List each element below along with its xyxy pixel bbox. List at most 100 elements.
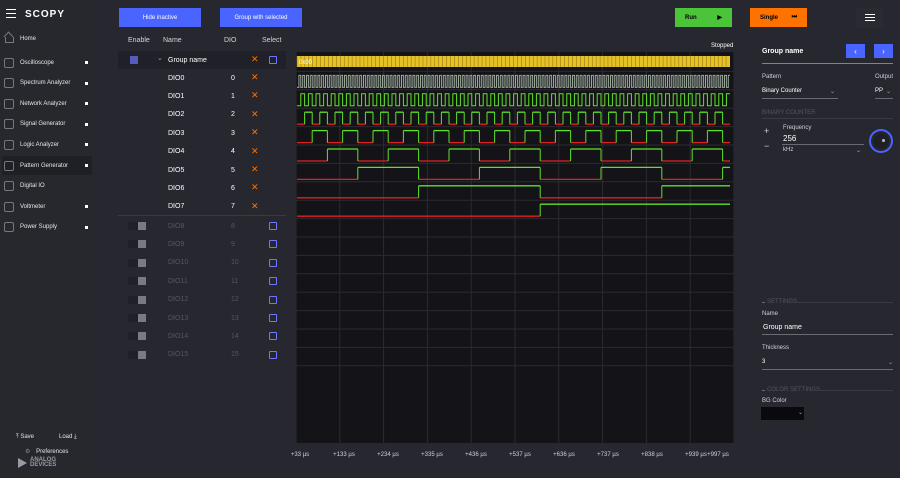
frequency-unit[interactable]: kHz xyxy=(783,147,794,153)
bus-value-label: 0x00 xyxy=(299,60,313,66)
nav-item-spectrum-analyzer[interactable]: Spectrum Analyzer xyxy=(2,74,92,93)
channel-row[interactable]: DIO13 13 xyxy=(118,309,286,327)
nav-item-label: Oscilloscope xyxy=(20,59,55,66)
channel-dio: 9 xyxy=(231,240,235,248)
channel-row[interactable]: DIO12 12 xyxy=(118,291,286,309)
remove-channel-icon[interactable]: ✕ xyxy=(251,127,259,138)
nav-item-pattern-generator[interactable]: Pattern Generator xyxy=(2,156,92,175)
channel-dio: 3 xyxy=(231,129,235,137)
remove-channel-icon[interactable]: ✕ xyxy=(251,164,259,174)
chevron-down-icon: ⌄ xyxy=(856,148,862,154)
load-icon: ⤓ xyxy=(74,434,77,440)
chevron-down-icon[interactable]: ⌄ xyxy=(157,55,163,62)
channel-enable-toggle[interactable] xyxy=(128,222,146,230)
channel-row[interactable]: DIO6 6 ✕ xyxy=(118,179,286,197)
group-with-selected-button[interactable]: Group with selected xyxy=(220,8,302,27)
channel-row[interactable]: DIO5 5 ✕ xyxy=(118,161,286,179)
nav-item-label: Pattern Generator xyxy=(20,162,69,169)
nav-item-oscilloscope[interactable]: Oscilloscope xyxy=(2,53,92,72)
channel-enable-toggle[interactable] xyxy=(128,332,146,341)
remove-channel-icon[interactable]: ✕ xyxy=(251,145,259,156)
nav-item-power-supply[interactable]: Power Supply xyxy=(2,218,92,237)
hide-inactive-button[interactable]: Hide inactive xyxy=(119,8,201,27)
frequency-knob[interactable] xyxy=(869,129,893,153)
preferences-button[interactable]: ⚙ Preferences xyxy=(25,448,68,455)
channel-select-checkbox[interactable] xyxy=(269,314,277,322)
channel-row[interactable]: DIO8 8 xyxy=(118,217,286,235)
name-underline xyxy=(762,334,893,335)
nav-item-digital-io[interactable]: Digital IO xyxy=(2,177,92,196)
load-button[interactable]: Load ⤓ xyxy=(59,434,77,441)
channel-row[interactable]: DIO10 10 xyxy=(118,254,286,272)
channel-row[interactable]: DIO0 0 ✕ xyxy=(118,69,286,87)
nav-item-signal-generator[interactable]: Signal Generator xyxy=(2,115,92,134)
channel-row[interactable]: DIO11 11 xyxy=(118,272,286,290)
nav-item-home[interactable]: Home xyxy=(2,29,92,48)
channel-row[interactable]: DIO14 14 xyxy=(118,327,286,345)
x-tick-label: +436 µs xyxy=(465,452,487,458)
remove-channel-icon[interactable]: ✕ xyxy=(251,182,259,193)
channel-row[interactable]: DIO2 2 ✕ xyxy=(118,106,286,124)
channel-select-checkbox[interactable] xyxy=(269,295,277,304)
nav-item-logic-analyzer[interactable]: Logic Analyzer xyxy=(2,135,92,154)
channel-enable-toggle[interactable] xyxy=(128,258,146,267)
output-select[interactable]: PP xyxy=(875,88,884,94)
next-button[interactable]: › xyxy=(874,44,893,58)
pattern-select[interactable]: Binary Counter xyxy=(762,88,803,94)
pattern-generator-icon xyxy=(4,160,14,171)
bg-color-picker[interactable] xyxy=(761,407,804,420)
menu-button[interactable] xyxy=(856,8,883,28)
remove-channel-icon[interactable]: ✕ xyxy=(251,108,259,119)
channel-row[interactable]: DIO15 15 xyxy=(118,346,286,364)
home-icon xyxy=(4,34,14,43)
remove-channel-icon[interactable]: ✕ xyxy=(251,72,259,82)
remove-group-icon[interactable]: ✕ xyxy=(251,54,259,64)
channel-enable-toggle[interactable] xyxy=(128,314,146,322)
channel-enable-toggle[interactable] xyxy=(128,277,146,286)
channel-select-checkbox[interactable] xyxy=(269,240,277,249)
output-underline xyxy=(875,98,893,99)
single-button[interactable]: Single ⏭ xyxy=(750,8,807,27)
thickness-select[interactable]: 3 xyxy=(762,359,766,365)
channel-select-checkbox[interactable] xyxy=(269,277,277,286)
channel-select-checkbox[interactable] xyxy=(269,258,277,267)
channel-enable-toggle[interactable] xyxy=(128,350,146,359)
channel-dio: 8 xyxy=(231,222,235,230)
hamburger-icon[interactable] xyxy=(6,9,16,18)
header-enable: Enable xyxy=(128,37,150,44)
channel-name: DIO2 xyxy=(168,111,185,119)
group-enable-checkbox[interactable] xyxy=(130,56,138,64)
channel-row[interactable]: DIO7 7 ✕ xyxy=(118,198,286,216)
signal-generator-icon xyxy=(4,119,14,130)
x-tick-label: +537 µs xyxy=(509,452,531,458)
channel-select-checkbox[interactable] xyxy=(269,222,277,230)
oscilloscope-icon xyxy=(4,57,14,68)
previous-button[interactable]: ‹ xyxy=(846,44,865,58)
channel-row[interactable]: DIO1 1 ✕ xyxy=(118,87,286,105)
run-button[interactable]: Run ▶ xyxy=(675,8,732,27)
digital-io-icon xyxy=(4,181,14,192)
save-button[interactable]: ⤒ Save xyxy=(16,434,34,441)
header-dio: DIO xyxy=(224,37,237,44)
x-tick-label: +33 µs xyxy=(290,452,310,458)
group-select-checkbox[interactable] xyxy=(269,56,277,64)
channel-row[interactable]: DIO9 9 xyxy=(118,235,286,253)
channel-select-checkbox[interactable] xyxy=(269,332,277,341)
channel-enable-toggle[interactable] xyxy=(128,240,146,249)
nav-item-network-analyzer[interactable]: Network Analyzer xyxy=(2,94,92,113)
gear-icon: ⚙ xyxy=(25,449,31,455)
remove-channel-icon[interactable]: ✕ xyxy=(251,90,259,101)
frequency-input[interactable]: 256 xyxy=(783,134,797,143)
channel-select-checkbox[interactable] xyxy=(269,350,277,359)
nav-item-voltmeter[interactable]: Voltmeter xyxy=(2,197,92,216)
group-row[interactable]: ⌄ Group name ✕ xyxy=(118,51,286,69)
channel-row[interactable]: DIO4 4 ✕ xyxy=(118,143,286,161)
remove-channel-icon[interactable]: ✕ xyxy=(251,200,259,211)
channel-row[interactable]: DIO3 3 ✕ xyxy=(118,124,286,142)
name-input[interactable]: Group name xyxy=(763,324,802,331)
increment-button[interactable]: + xyxy=(764,126,770,136)
channel-enable-toggle[interactable] xyxy=(128,295,146,304)
dio1-waveform xyxy=(297,93,730,107)
decrement-button[interactable]: − xyxy=(764,141,770,151)
status-dot xyxy=(85,205,88,209)
